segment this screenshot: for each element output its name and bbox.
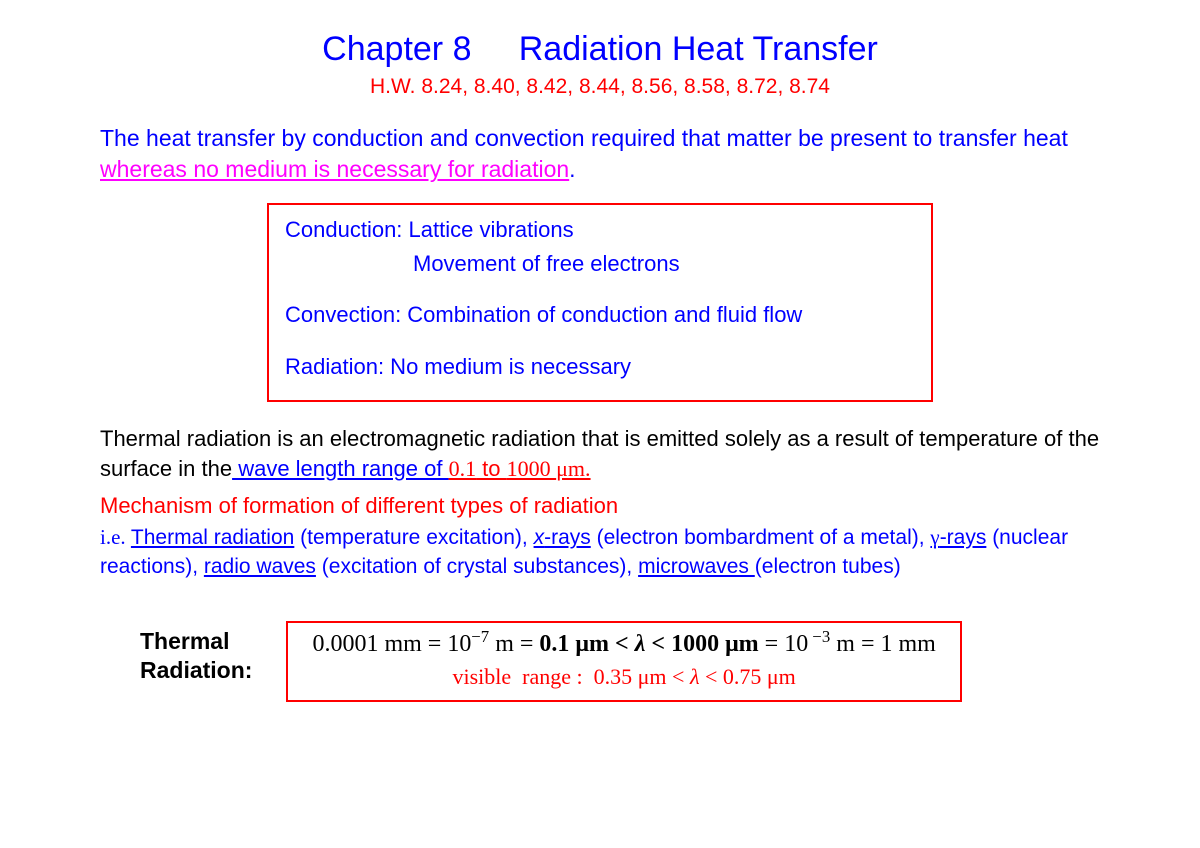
eq-1000: 1000 [671, 631, 719, 657]
chapter-name: Radiation Heat Transfer [519, 30, 878, 68]
wave-range-to: to [476, 456, 507, 481]
wave-range-start: 0.1 [449, 456, 477, 481]
mech-gamma: γ [930, 525, 939, 549]
eq-ten1: 10 [447, 631, 471, 657]
conduction-text-2: Movement of free electrons [285, 249, 915, 279]
equation-main: 0.0001 mm = 10−7 m = 0.1 μm < λ < 1000 μ… [312, 631, 935, 658]
wave-range-unit: μm. [556, 456, 590, 481]
eq-mum1: μm [569, 631, 609, 657]
wave-range-end: 1000 [507, 456, 557, 481]
eq-lambda: λ [635, 631, 646, 657]
thermal-range-section: Thermal Radiation: 0.0001 mm = 10−7 m = … [140, 621, 1100, 702]
convection-row: Convection: Combination of conduction an… [285, 300, 915, 330]
intro-text-3: . [569, 156, 575, 182]
eq-ten2: 10 [784, 631, 808, 657]
eq-eq1b: = [520, 631, 540, 657]
chapter-number: Chapter 8 [322, 30, 471, 68]
mech-ie: i.e. [100, 525, 131, 549]
eq-01: 0.1 [539, 631, 569, 657]
mech-micro: microwaves [638, 555, 755, 578]
conduction-row: Conduction: Lattice vibrations [285, 215, 915, 245]
conduction-text-1: Lattice vibrations [409, 217, 574, 242]
eq-a: 0.0001 [312, 631, 378, 657]
mech-xrays-note: (electron bombardment of a metal), [591, 526, 931, 549]
mech-gamma-suffix: -rays [940, 526, 987, 549]
eq-mum2: μm [719, 631, 765, 657]
mech-xrays-x: x [534, 526, 545, 549]
equation-box: 0.0001 mm = 10−7 m = 0.1 μm < λ < 1000 μ… [286, 621, 961, 702]
intro-paragraph: The heat transfer by conduction and conv… [100, 123, 1100, 185]
radiation-row: Radiation: No medium is necessary [285, 352, 915, 382]
mechanism-heading: Mechanism of formation of different type… [100, 493, 1100, 519]
eq-mm2: mm [893, 631, 936, 657]
mechanism-detail: i.e. Thermal radiation (temperature exci… [100, 523, 1100, 581]
eq-exp1: −7 [471, 627, 489, 646]
mech-radio: radio waves [204, 555, 316, 578]
wave-range-prefix: wave length range of [232, 456, 448, 481]
mechanisms-box: Conduction: Lattice vibrations Movement … [267, 203, 933, 402]
mech-radio-note: (excitation of crystal substances), [316, 555, 638, 578]
thermal-label-1: Thermal [140, 627, 252, 656]
eq-m2: m [830, 631, 861, 657]
slide-page: Chapter 8 Radiation Heat Transfer H.W. 8… [0, 0, 1200, 732]
chapter-title: Chapter 8 Radiation Heat Transfer [100, 30, 1100, 69]
eq-lt2: < [645, 631, 671, 657]
intro-text-1: The heat transfer by conduction and conv… [100, 125, 1068, 151]
eq-m1: m [489, 631, 520, 657]
thermal-label: Thermal Radiation: [140, 621, 252, 685]
mech-thermal-note: (temperature excitation), [294, 526, 533, 549]
thermal-paragraph: Thermal radiation is an electromagnetic … [100, 424, 1100, 483]
eq-exp2: −3 [808, 627, 830, 646]
visible-range: visible range : 0.35 μm < λ < 0.75 μm [312, 664, 935, 690]
homework-line: H.W. 8.24, 8.40, 8.42, 8.44, 8.56, 8.58,… [100, 75, 1100, 99]
thermal-label-2: Radiation: [140, 656, 252, 685]
eq-lt1: < [609, 631, 635, 657]
mech-thermal: Thermal radiation [131, 526, 294, 549]
eq-eq1: = [428, 631, 448, 657]
mech-micro-note: (electron tubes) [755, 555, 901, 578]
mech-xrays-suffix: -rays [544, 526, 591, 549]
eq-one: 1 [881, 631, 893, 657]
eq-mm: mm [378, 631, 427, 657]
eq-eq3: = [861, 631, 881, 657]
eq-eq2: = [765, 631, 785, 657]
intro-emphasis: whereas no medium is necessary for radia… [100, 156, 569, 182]
conduction-label: Conduction: [285, 217, 409, 242]
